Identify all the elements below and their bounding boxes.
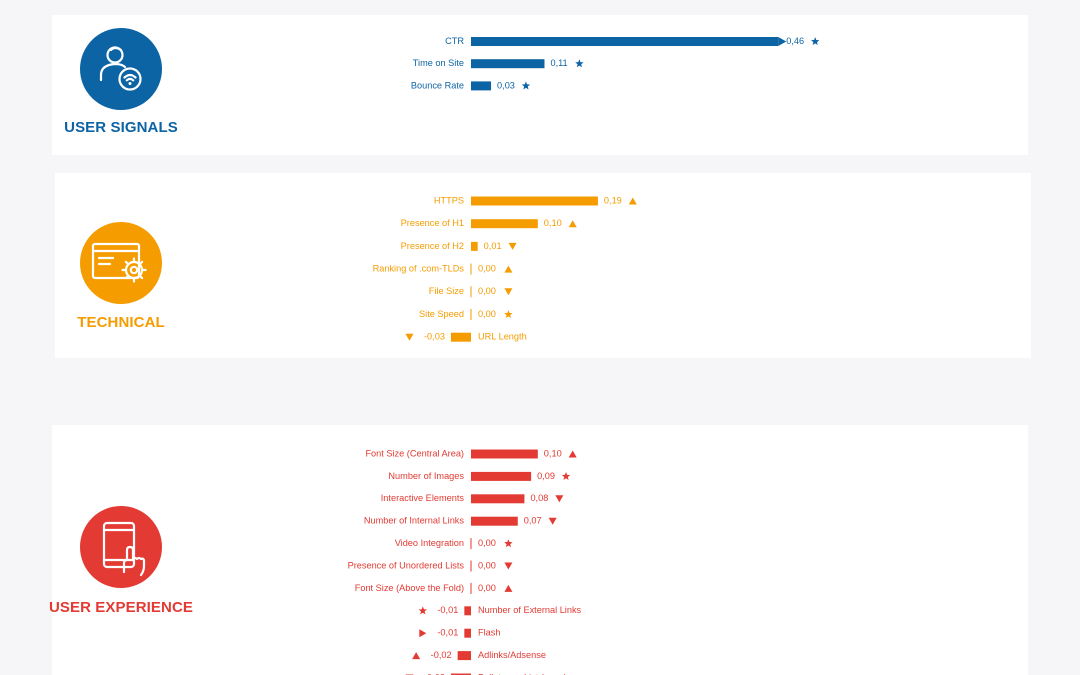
value-label: 0,09: [537, 471, 555, 481]
bar: [464, 628, 471, 638]
tablet-touch-icon: [80, 506, 162, 588]
value-label: 0,10: [544, 448, 562, 458]
bar: [471, 471, 532, 481]
marker-down-icon: [555, 495, 564, 503]
value-label: 0,00: [478, 583, 496, 593]
user-signals-title: USER SIGNALS: [64, 119, 178, 136]
value-label: 0,00: [478, 286, 496, 296]
marker-up-icon: [568, 220, 577, 228]
marker-up-icon: [568, 450, 577, 458]
value-label: 0,00: [478, 560, 496, 570]
zero-tick: [470, 538, 472, 550]
marker-right-icon: [419, 629, 427, 638]
marker-star-icon: [521, 81, 531, 90]
marker-star-icon: [504, 310, 513, 319]
marker-up-icon: [504, 265, 513, 273]
user-experience-panel: [52, 425, 1028, 675]
category-label: Presence of Unordered Lists: [348, 560, 465, 570]
bar: [450, 332, 471, 342]
bar: [471, 196, 598, 206]
marker-up-icon: [628, 197, 637, 205]
bar: [471, 219, 538, 229]
category-label: Number of Images: [388, 471, 464, 481]
marker-star-icon: [418, 606, 427, 615]
category-label: Adlinks/Adsense: [478, 650, 546, 660]
bar: [457, 651, 471, 661]
category-label: HTTPS: [434, 195, 464, 205]
value-label: 0,10: [544, 218, 562, 228]
category-label: Font Size (Central Area): [365, 448, 464, 458]
value-label: 0,00: [478, 309, 496, 319]
category-label: Number of Internal Links: [364, 516, 464, 526]
value-label: 0,03: [497, 80, 515, 90]
category-label: Site Speed: [419, 309, 464, 319]
category-label: Bounce Rate: [411, 80, 464, 90]
value-label: 0,19: [604, 195, 622, 205]
value-label: 0,07: [524, 516, 542, 526]
marker-star-icon: [504, 539, 513, 548]
marker-down-icon: [504, 562, 513, 570]
bar: [464, 606, 471, 616]
zero-tick: [470, 560, 472, 572]
marker-star-icon: [575, 59, 584, 68]
marker-star-icon: [811, 37, 820, 46]
category-label: Presence of H1: [401, 218, 464, 228]
marker-down-icon: [504, 288, 513, 296]
value-label: 0,00: [478, 264, 496, 274]
category-label: Flash: [478, 628, 500, 638]
zero-tick: [470, 582, 472, 594]
category-label: Number of External Links: [478, 605, 582, 615]
value-label: -0,03: [424, 332, 445, 342]
bar: [471, 449, 538, 459]
bar: [471, 516, 518, 526]
marker-down-icon: [508, 242, 517, 250]
value-label: -0,01: [437, 628, 458, 638]
category-label: CTR: [445, 36, 464, 46]
marker-up-icon: [504, 584, 513, 592]
user-wifi-icon: [80, 28, 162, 110]
category-label: Interactive Elements: [381, 493, 465, 503]
bar: [471, 241, 478, 251]
marker-down-icon: [405, 333, 414, 341]
bar-arrow-tip: [778, 37, 787, 46]
technical-title: TECHNICAL: [77, 314, 165, 331]
zero-tick: [470, 309, 472, 320]
category-label: Ranking of .com-TLDs: [373, 264, 465, 274]
value-label: 0,11: [550, 58, 567, 68]
zero-tick: [470, 263, 472, 275]
category-label: Presence of H2: [401, 241, 464, 251]
category-label: File Size: [429, 286, 464, 296]
value-label: 0,01: [484, 241, 502, 251]
marker-up-icon: [412, 652, 421, 660]
value-label: -0,02: [431, 650, 452, 660]
category-label: Video Integration: [395, 538, 464, 548]
bar: [471, 59, 545, 69]
value-label: -0,01: [437, 605, 458, 615]
marker-star-icon: [561, 472, 571, 480]
category-label: Font Size (Above the Fold): [355, 583, 464, 593]
value-label: 0,00: [478, 538, 496, 548]
value-label: -0,03: [424, 672, 445, 675]
bar: [471, 81, 492, 91]
bar: [471, 37, 779, 46]
category-label: Time on Site: [413, 58, 464, 68]
bar: [471, 494, 525, 504]
marker-down-icon: [548, 517, 557, 525]
value-label: 0,46: [786, 36, 804, 46]
bar: [450, 673, 471, 675]
browser-gear-icon: [80, 222, 162, 304]
zero-tick: [470, 286, 472, 298]
category-label: URL Length: [478, 332, 527, 342]
category-label: Bullets per List (max.): [478, 672, 567, 675]
value-label: 0,08: [530, 493, 548, 503]
user-experience-title: USER EXPERIENCE: [48, 599, 194, 616]
